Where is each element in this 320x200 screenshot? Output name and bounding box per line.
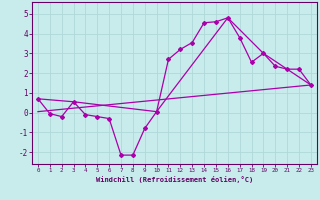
X-axis label: Windchill (Refroidissement éolien,°C): Windchill (Refroidissement éolien,°C): [96, 176, 253, 183]
